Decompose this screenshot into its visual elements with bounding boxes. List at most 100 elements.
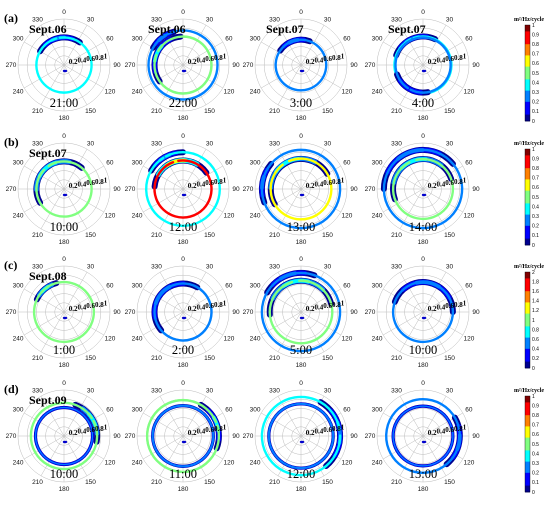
panel-time-label: 1:00 (53, 343, 75, 357)
colorbar-tick-label: 1.6 (532, 289, 539, 295)
colorbar-tick-label: 0.2 (532, 224, 539, 230)
colorbar-swatch (525, 55, 530, 58)
radial-tick-label: 0.2 (69, 58, 78, 66)
colorbar-tick-label: 0.6 (532, 432, 539, 438)
colorbar-tick-label: 0.9 (532, 32, 539, 38)
colorbar-swatch (525, 300, 530, 303)
angle-tick-label: 180 (296, 115, 307, 122)
angular-grid-spoke (182, 311, 207, 352)
colorbar-swatch (525, 165, 530, 167)
angle-tick-label: 90 (472, 433, 480, 440)
spectrum-contour-band (260, 271, 342, 353)
colorbar-swatch (525, 179, 530, 182)
panel-date-label: Sept.07 (266, 22, 304, 36)
radial-tick-label: 1 (104, 423, 108, 431)
radial-tick-label: 0.8 (332, 425, 341, 433)
colorbar-swatch (525, 74, 530, 77)
colorbar-swatch (525, 280, 530, 282)
colorbar-swatch (525, 431, 530, 434)
angle-tick-label: 180 (296, 486, 307, 493)
angle-tick-label: 60 (343, 283, 351, 290)
radial-tick-label: 0.8 (454, 301, 463, 309)
spectrum-contour-band (260, 148, 342, 230)
colorbar-swatch (525, 111, 530, 114)
colorbar-swatch (525, 329, 530, 332)
colorbar-swatch (525, 407, 530, 410)
angle-tick-label: 30 (87, 16, 95, 23)
angle-tick-label: 60 (343, 36, 351, 43)
angle-tick-label: 30 (206, 387, 214, 394)
angular-grid-spoke (63, 64, 104, 89)
colorbar-swatch (525, 328, 530, 330)
panel-date-label: Sept.06 (29, 22, 67, 36)
angle-tick-label: 270 (125, 433, 136, 440)
colorbar-swatch (525, 219, 530, 222)
radial-tick-label: 1 (223, 176, 227, 184)
angle-tick-label: 210 (269, 355, 280, 362)
angle-tick-label: 210 (269, 108, 280, 115)
colorbar-swatch (525, 313, 530, 316)
angle-tick-label: 150 (85, 355, 96, 362)
spectrum-contour-band (34, 406, 94, 466)
colorbar-swatch (525, 166, 530, 169)
angular-grid-spoke (63, 149, 88, 190)
colorbar-swatch (525, 444, 530, 446)
colorbar-swatch (525, 65, 530, 67)
colorbar-swatch (525, 344, 530, 346)
colorbar-tick-label: 0.6 (532, 61, 539, 67)
angle-tick-label: 300 (372, 160, 383, 167)
angle-tick-label: 60 (465, 407, 473, 414)
angle-tick-label: 180 (59, 115, 70, 122)
spectrum-center-blob (181, 316, 187, 320)
angle-tick-label: 60 (106, 407, 114, 414)
angle-tick-label: 210 (151, 108, 162, 115)
angular-grid-spoke (383, 412, 424, 437)
angle-tick-label: 150 (444, 232, 455, 239)
panel-time-label: 3:00 (290, 96, 312, 110)
angular-grid-spoke (182, 64, 207, 105)
radial-tick-label: 0.8 (214, 178, 223, 186)
panel-date-label: Sept.07 (29, 146, 67, 160)
colorbar-swatch (525, 424, 530, 427)
colorbar-swatch (525, 471, 530, 474)
polar-panel: 0 30 60 90 120 150 180 210 240 270 300 330 0.2 0.4 0.6… (125, 380, 240, 493)
colorbar-swatch (525, 197, 530, 199)
radial-tick-label: 0.4 (436, 181, 445, 189)
colorbar-swatch (525, 47, 530, 50)
angle-tick-label: 150 (85, 232, 96, 239)
angular-grid-spoke (182, 149, 207, 190)
colorbar-swatch (525, 487, 530, 490)
polar-panel: 0 30 60 90 120 150 180 210 240 270 300 330 0.2 0.4 0.6… (6, 380, 121, 493)
angle-tick-label: 120 (104, 460, 115, 467)
angular-grid-spoke (63, 41, 104, 66)
colorbar-swatch (525, 39, 530, 42)
colorbar-swatch (525, 468, 530, 470)
colorbar-title: m²/Hz/cycle (514, 17, 544, 23)
angle-tick-label: 240 (13, 213, 24, 220)
spectrum-contour-band (268, 279, 334, 345)
colorbar-swatch (525, 366, 530, 369)
colorbar-swatch (525, 474, 530, 477)
colorbar-swatch (525, 95, 530, 98)
colorbar-swatch (525, 85, 530, 88)
colorbar-swatch (525, 193, 530, 196)
angle-tick-label: 300 (250, 160, 261, 167)
colorbar-swatch (525, 233, 530, 236)
colorbar-swatch (525, 318, 530, 321)
colorbar-swatch (525, 60, 530, 63)
colorbar-swatch (525, 34, 530, 37)
radial-tick-label: 0.4 (196, 304, 205, 312)
radial-tick-label: 1 (341, 299, 345, 307)
colorbar-swatch (525, 209, 530, 212)
colorbar-swatch (525, 241, 530, 244)
colorbar-swatch (525, 184, 530, 187)
radial-tick-label: 0.6 (205, 55, 214, 63)
angle-tick-label: 90 (113, 62, 121, 69)
colorbar-swatch (525, 453, 530, 456)
colorbar-tick-label: 0.3 (532, 214, 539, 220)
colorbar-swatch (525, 243, 530, 246)
colorbar-swatch (525, 410, 530, 413)
angle-tick-label: 30 (446, 387, 454, 394)
angle-tick-label: 210 (151, 355, 162, 362)
radial-tick-label: 0.6 (323, 179, 332, 187)
